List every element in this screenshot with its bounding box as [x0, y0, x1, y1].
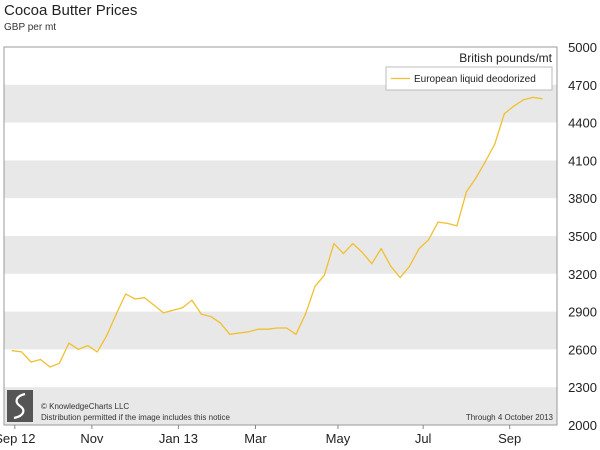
- data-point: [106, 334, 108, 337]
- data-point: [352, 243, 354, 245]
- data-point: [342, 253, 344, 255]
- data-point: [162, 312, 165, 314]
- data-point: [238, 332, 240, 334]
- data-point: [144, 297, 146, 299]
- data-point: [323, 274, 325, 276]
- data-point: [58, 362, 61, 364]
- x-axis-ticks: Sep 12 Nov Jan 13 Mar May Jul Sep: [0, 425, 521, 446]
- data-point: [219, 322, 221, 324]
- data-point: [437, 221, 439, 223]
- data-point: [484, 161, 486, 163]
- data-point: [475, 177, 477, 179]
- data-point: [257, 328, 259, 330]
- data-point: [522, 99, 524, 101]
- y-axis-ticks: 2000 2300 2600 2900 3200 3500 3800 4100 4400 4700…: [568, 40, 597, 433]
- data-point: [314, 285, 316, 287]
- data-point: [49, 366, 51, 368]
- data-point: [172, 309, 174, 311]
- y-tick-label: 3500: [568, 229, 597, 244]
- grid-band: [4, 84, 557, 123]
- data-point: [96, 351, 98, 353]
- y-tick-label: 5000: [568, 40, 597, 55]
- y-tick-label: 4100: [568, 153, 597, 168]
- data-point: [68, 342, 70, 344]
- data-point: [134, 298, 136, 300]
- x-tick-label: Nov: [80, 431, 104, 446]
- data-point: [267, 328, 269, 330]
- x-tick-label: Jan 13: [159, 431, 198, 446]
- y-tick-label: 2000: [568, 418, 597, 433]
- x-tick-label: Jul: [415, 431, 432, 446]
- y-tick-label: 2300: [568, 380, 597, 395]
- grid-band: [4, 387, 557, 425]
- data-point: [21, 351, 23, 353]
- data-point: [153, 304, 155, 306]
- chart-subtitle: GBP per mt: [4, 22, 57, 33]
- data-point: [286, 327, 288, 329]
- data-point: [380, 248, 382, 250]
- grid-bands: [4, 84, 557, 425]
- data-point: [418, 248, 420, 250]
- data-point: [409, 265, 411, 267]
- legend-box: [385, 66, 553, 91]
- data-point: [390, 265, 392, 267]
- data-point: [532, 96, 534, 98]
- data-point: [87, 345, 89, 347]
- data-point: [361, 251, 363, 253]
- data-point: [115, 313, 117, 315]
- data-point: [371, 263, 373, 265]
- data-point: [200, 313, 202, 315]
- data-point: [456, 225, 458, 227]
- knowledgecharts-logo: [7, 390, 33, 422]
- data-point: [446, 222, 449, 224]
- data-point: [428, 239, 430, 241]
- grid-band: [4, 311, 557, 350]
- x-tick-label: May: [326, 431, 351, 446]
- data-point: [399, 277, 401, 279]
- grid-band: [4, 160, 557, 199]
- data-point: [181, 307, 184, 309]
- data-point: [77, 348, 79, 350]
- through-date-notice: Through 4 October 2013: [466, 413, 554, 422]
- x-tick-label: Sep: [498, 431, 521, 446]
- data-point: [465, 191, 467, 193]
- data-point: [333, 243, 335, 245]
- plot-frame: [3, 46, 558, 426]
- x-tick-label: Sep 12: [0, 431, 35, 446]
- data-point: [191, 299, 193, 301]
- data-point: [11, 350, 13, 352]
- series-points: [11, 96, 543, 368]
- y-tick-label: 3800: [568, 191, 597, 206]
- data-point: [30, 361, 32, 363]
- logo-mark: [13, 392, 26, 420]
- distribution-notice: Distribution permitted if the image incl…: [41, 413, 231, 422]
- legend-label: European liquid deodorized: [414, 74, 536, 85]
- data-point: [513, 105, 515, 107]
- y-tick-label: 3200: [568, 267, 597, 282]
- grid-band: [4, 236, 557, 274]
- data-point: [503, 113, 505, 115]
- x-tick-label: Mar: [244, 431, 267, 446]
- y-tick-label: 4400: [568, 116, 597, 131]
- data-point: [276, 327, 278, 329]
- y-tick-label: 2900: [568, 305, 597, 320]
- data-point: [125, 293, 127, 295]
- legend: European liquid deodorized: [385, 66, 553, 91]
- y-axis-label: British pounds/mt: [459, 51, 552, 65]
- data-point: [494, 143, 496, 145]
- data-point: [39, 358, 42, 361]
- data-point: [295, 333, 297, 335]
- data-point: [229, 333, 231, 335]
- data-point: [210, 316, 212, 318]
- y-tick-label: 2600: [568, 342, 597, 357]
- data-point: [304, 313, 307, 315]
- data-point: [248, 331, 250, 333]
- copyright-notice: © KnowledgeCharts LLC: [41, 402, 129, 411]
- y-tick-label: 4700: [568, 78, 597, 93]
- data-point: [541, 98, 543, 100]
- chart-title: Cocoa Butter Prices: [4, 2, 138, 19]
